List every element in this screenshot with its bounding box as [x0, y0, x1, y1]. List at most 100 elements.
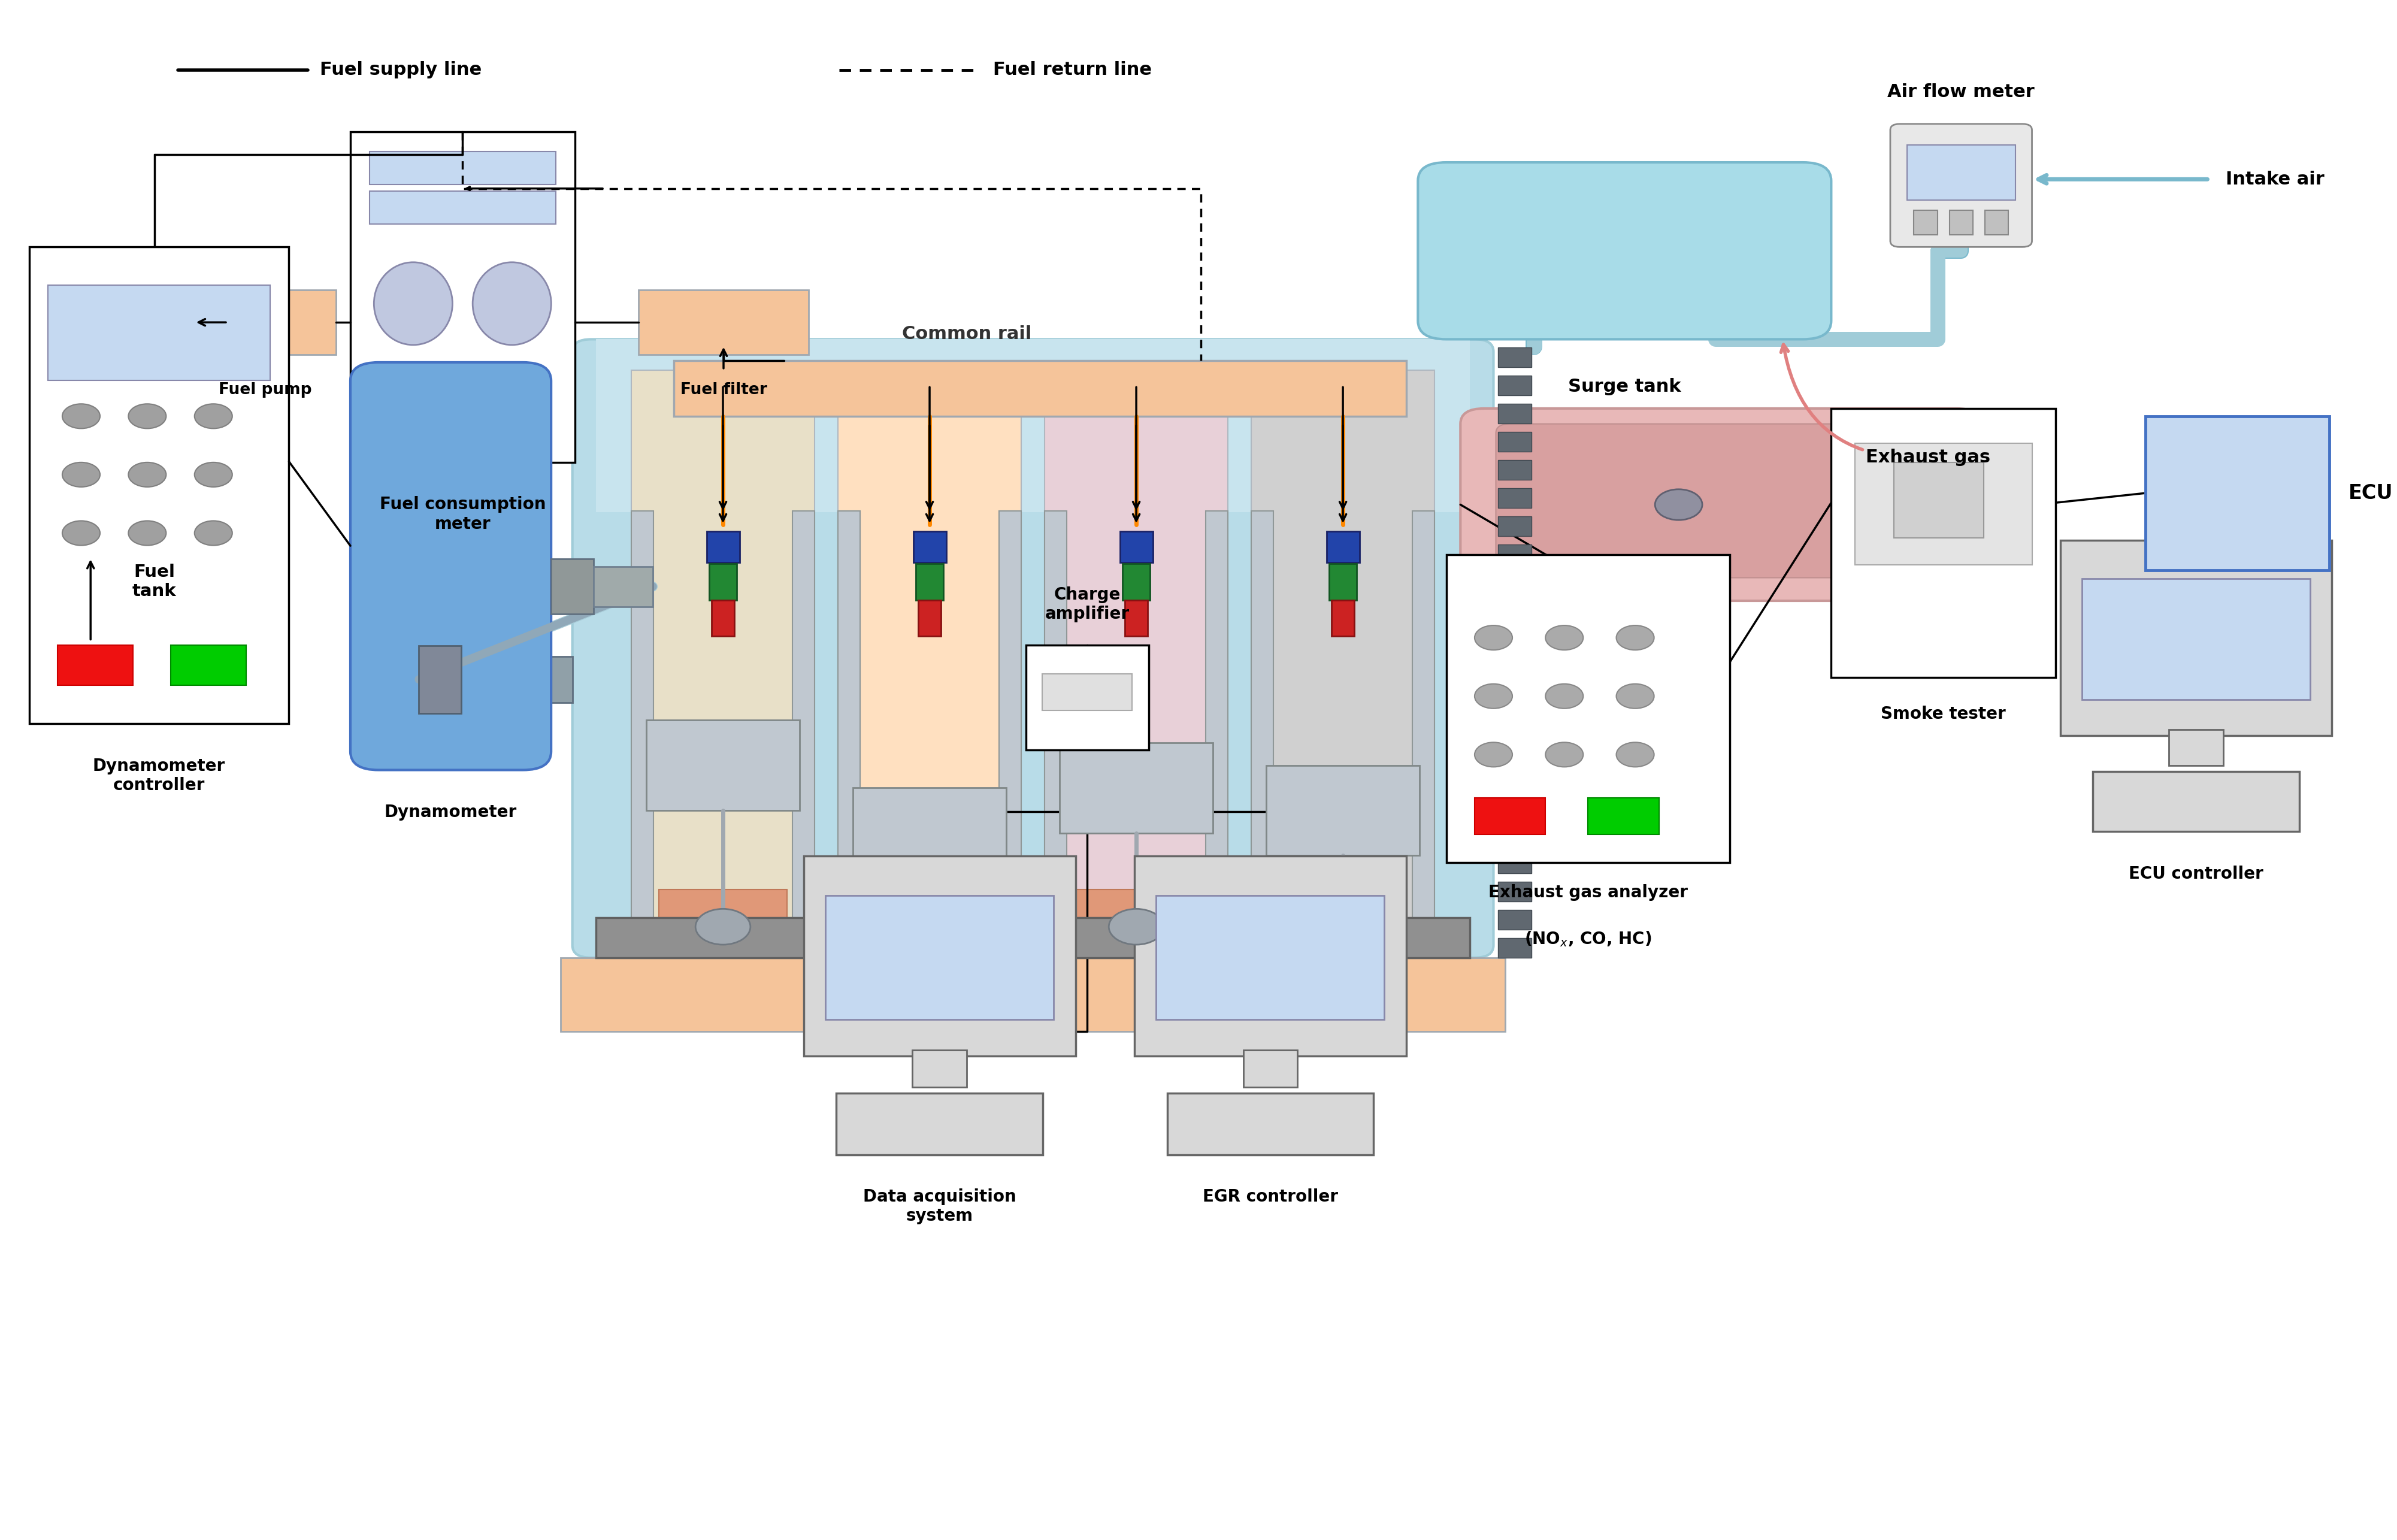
Bar — [1059, 742, 1213, 833]
Bar — [1122, 564, 1151, 601]
Circle shape — [62, 462, 101, 487]
Text: Fuel supply line: Fuel supply line — [319, 62, 482, 79]
FancyBboxPatch shape — [350, 362, 551, 770]
Bar — [1134, 856, 1407, 1056]
Bar — [1498, 882, 1532, 901]
Circle shape — [129, 462, 165, 487]
Bar — [419, 645, 460, 713]
Text: Charge
amplifier: Charge amplifier — [1045, 587, 1129, 622]
Bar — [1498, 853, 1532, 873]
Ellipse shape — [472, 262, 551, 345]
Bar — [865, 890, 995, 935]
Text: Dynamometer
controller: Dynamometer controller — [93, 758, 225, 795]
Bar — [839, 511, 861, 935]
Bar — [1445, 554, 1731, 862]
Bar — [1498, 910, 1532, 930]
Bar — [839, 370, 1021, 935]
Circle shape — [1474, 625, 1513, 650]
Bar — [1949, 209, 1973, 234]
Bar — [597, 918, 1469, 958]
Bar — [1045, 370, 1227, 935]
Bar — [916, 564, 944, 601]
Bar — [1206, 511, 1227, 935]
Bar — [58, 645, 134, 685]
Bar — [2061, 541, 2332, 736]
Bar — [48, 462, 261, 701]
Circle shape — [1654, 490, 1702, 521]
Text: Common rail: Common rail — [901, 325, 1031, 342]
Bar — [1167, 1093, 1373, 1155]
FancyBboxPatch shape — [1460, 408, 1980, 601]
Bar — [710, 564, 736, 601]
Bar — [712, 601, 733, 636]
Bar — [1498, 628, 1532, 648]
Circle shape — [129, 403, 165, 428]
Bar — [1280, 890, 1407, 935]
Bar — [2083, 579, 2311, 699]
Bar — [1155, 895, 1385, 1019]
Bar — [793, 511, 815, 935]
Bar — [1000, 511, 1021, 935]
FancyBboxPatch shape — [573, 339, 1493, 958]
Bar — [1251, 370, 1433, 935]
Circle shape — [1474, 742, 1513, 767]
Bar — [2093, 772, 2299, 832]
Bar — [1498, 460, 1532, 480]
Circle shape — [129, 521, 165, 545]
Bar — [1587, 798, 1659, 835]
Bar — [1026, 645, 1148, 750]
Circle shape — [1110, 909, 1163, 944]
Bar — [597, 339, 1469, 513]
FancyBboxPatch shape — [1496, 424, 1944, 578]
Bar — [853, 788, 1007, 878]
Bar — [638, 290, 808, 354]
Text: ECU: ECU — [2349, 484, 2392, 504]
Bar — [1498, 770, 1532, 788]
Circle shape — [1474, 684, 1513, 708]
Text: Fuel filter: Fuel filter — [681, 382, 767, 397]
Circle shape — [1316, 909, 1371, 944]
Bar — [1498, 685, 1532, 705]
Bar — [1330, 601, 1354, 636]
Bar — [647, 721, 801, 810]
Bar — [1498, 433, 1532, 451]
Bar — [1071, 890, 1201, 935]
Bar — [1498, 545, 1532, 564]
Circle shape — [62, 521, 101, 545]
Bar — [170, 645, 247, 685]
Bar — [369, 191, 556, 225]
Bar — [1326, 531, 1359, 562]
Bar — [1855, 444, 2033, 565]
Bar — [1498, 573, 1532, 593]
Bar — [1498, 713, 1532, 733]
Text: Fuel consumption
meter: Fuel consumption meter — [379, 496, 547, 533]
Bar — [1498, 825, 1532, 845]
Text: Fuel return line: Fuel return line — [992, 62, 1151, 79]
Bar — [194, 290, 336, 354]
Bar — [913, 531, 947, 562]
Circle shape — [1546, 684, 1584, 708]
Bar — [1043, 673, 1131, 710]
Circle shape — [901, 909, 956, 944]
Bar — [707, 531, 738, 562]
Circle shape — [1616, 742, 1654, 767]
FancyBboxPatch shape — [1891, 123, 2033, 246]
Bar — [1894, 462, 1985, 537]
Bar — [630, 370, 815, 935]
Circle shape — [62, 403, 101, 428]
Bar — [1498, 601, 1532, 621]
Text: Smoke tester: Smoke tester — [1882, 705, 2006, 722]
Bar — [630, 511, 654, 935]
Bar — [561, 958, 1505, 1032]
Bar — [1124, 601, 1148, 636]
Bar — [1498, 376, 1532, 396]
Bar — [837, 1093, 1043, 1155]
Text: Air flow meter: Air flow meter — [1886, 83, 2035, 100]
Bar — [2145, 416, 2330, 570]
Bar — [803, 856, 1076, 1056]
Bar — [1498, 938, 1532, 958]
Text: EGR controller: EGR controller — [1203, 1189, 1338, 1206]
Text: Intake air: Intake air — [2227, 171, 2325, 188]
Bar — [1498, 488, 1532, 508]
Bar — [913, 1050, 966, 1087]
